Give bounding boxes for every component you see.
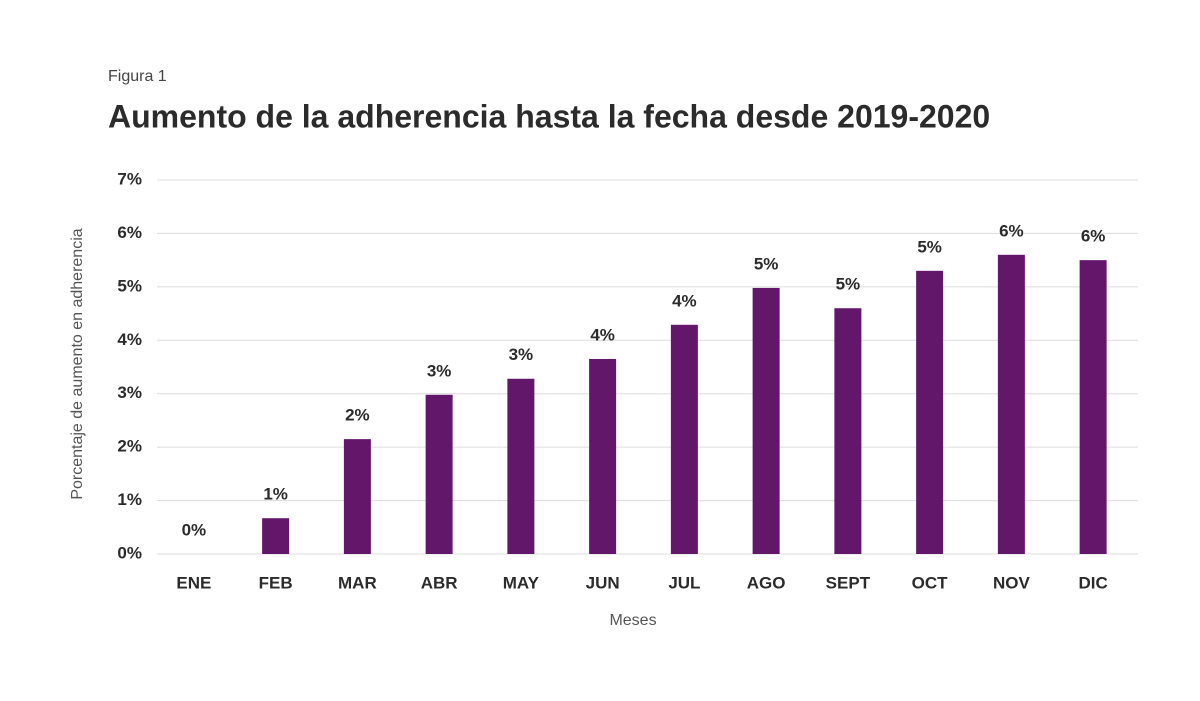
bar — [1079, 260, 1107, 554]
x-tick-label: OCT — [912, 573, 949, 592]
x-axis-title: Meses — [609, 612, 656, 629]
y-tick-label: 3% — [117, 383, 142, 402]
x-tick-label: DIC — [1078, 573, 1107, 592]
y-tick-label: 5% — [117, 276, 142, 295]
bar — [343, 439, 371, 554]
bar — [752, 287, 780, 554]
x-tick-label: MAY — [503, 573, 540, 592]
value-label: 3% — [509, 345, 534, 364]
x-tick-label: AGO — [747, 573, 786, 592]
x-tick-label: NOV — [993, 573, 1031, 592]
bar — [916, 270, 944, 554]
y-tick-label: 7% — [117, 169, 142, 188]
y-tick-label: 2% — [117, 437, 142, 456]
y-tick-label: 0% — [117, 543, 142, 562]
x-tick-label: JUN — [586, 573, 620, 592]
value-label: 5% — [754, 254, 779, 273]
value-label: 5% — [917, 237, 942, 256]
value-label: 3% — [427, 361, 452, 380]
y-tick-label: 4% — [117, 330, 142, 349]
y-tick-label: 1% — [117, 490, 142, 509]
y-tick-label: 6% — [117, 223, 142, 242]
bar — [997, 254, 1025, 555]
x-tick-label: FEB — [259, 573, 293, 592]
value-label: 5% — [836, 275, 861, 294]
x-tick-label: MAR — [338, 573, 377, 592]
bar — [834, 308, 862, 554]
x-tick-label: JUL — [668, 573, 700, 592]
value-label: 0% — [182, 520, 207, 539]
x-tick-label: ABR — [421, 573, 458, 592]
value-label: 6% — [999, 221, 1024, 240]
value-label: 2% — [345, 406, 370, 425]
value-label: 1% — [263, 485, 288, 504]
bar — [670, 324, 698, 554]
chart-title: Aumento de la adherencia hasta la fecha … — [108, 98, 990, 134]
bar — [507, 378, 535, 554]
bar — [262, 518, 290, 554]
bar — [425, 394, 453, 554]
x-tick-label: ENE — [176, 573, 211, 592]
value-label: 6% — [1081, 227, 1106, 246]
value-label: 4% — [672, 291, 697, 310]
value-label: 4% — [590, 325, 615, 344]
bar — [589, 358, 617, 554]
figure-label: Figura 1 — [108, 68, 167, 85]
x-tick-label: SEPT — [826, 573, 871, 592]
y-axis-title: Porcentaje de aumento en adherencia — [69, 228, 86, 499]
